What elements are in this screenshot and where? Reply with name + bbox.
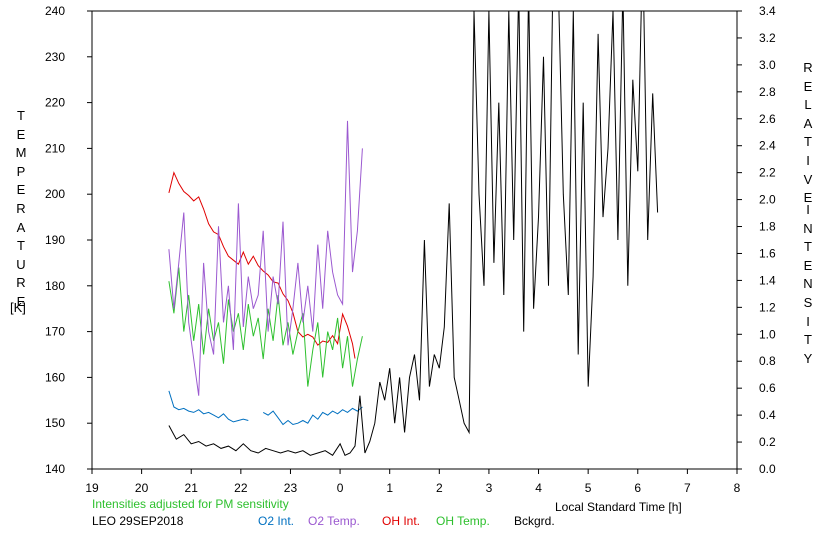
- axis-label-letter: E: [803, 190, 813, 206]
- axis-label-letter: R: [803, 60, 813, 75]
- x-tick-label: 4: [535, 481, 542, 495]
- x-tick-label: 8: [734, 481, 741, 495]
- x-tick-label: 20: [135, 481, 149, 495]
- right-tick-label: 2.8: [759, 85, 776, 99]
- right-tick-label: 3.4: [759, 4, 776, 18]
- right-tick-label: 2.4: [759, 139, 776, 153]
- x-tick-label: 23: [284, 481, 298, 495]
- axis-label-letter: L: [804, 97, 812, 113]
- left-tick-label: 210: [45, 141, 65, 155]
- left-tick-label: 160: [45, 370, 65, 384]
- left-tick-label: 140: [45, 462, 65, 476]
- left-axis: 140 150 160 170 180 190 200 210 220 230 240: [45, 4, 92, 476]
- axis-label-letter: T: [17, 108, 25, 123]
- legend-o2-temp: O2 Temp.: [308, 514, 360, 528]
- right-tick-label: 0.8: [759, 354, 776, 368]
- series-o2-temp: [168, 120, 363, 396]
- right-axis: 0.0 0.2 0.4 0.6 0.8 1.0 1.2 1.4 1.6 1.8 2.0 2.2 2.4 2…: [737, 4, 776, 476]
- right-tick-label: 1.0: [759, 327, 776, 341]
- axis-label-letter: I: [806, 202, 810, 217]
- right-tick-label: 1.6: [759, 246, 776, 260]
- x-tick-label: 19: [85, 481, 99, 495]
- axis-label-letter: I: [806, 152, 810, 168]
- axis-label-letter: Y: [803, 350, 813, 366]
- left-tick-label: 220: [45, 96, 65, 110]
- axis-label-letter: U: [16, 256, 26, 272]
- series-oh-int: [168, 171, 356, 359]
- axis-label-letter: R: [16, 200, 26, 216]
- right-tick-label: 1.8: [759, 220, 776, 234]
- right-tick-label: 3.2: [759, 31, 776, 45]
- axis-label-letter: E: [803, 78, 813, 94]
- series-o2-int: [168, 390, 363, 426]
- axis-label-letter: E: [16, 126, 26, 142]
- x-tick-label: 21: [185, 481, 199, 495]
- legend-oh-int: OH Int.: [382, 514, 421, 528]
- axis-label-letter: M: [15, 145, 27, 161]
- left-tick-label: 180: [45, 279, 65, 293]
- left-tick-label: 190: [45, 233, 65, 247]
- legend-oh-temp: OH Temp.: [436, 514, 490, 528]
- axis-label-letter: N: [803, 276, 813, 292]
- bottom-axis: 19 20 21 22 23 0 1 2 3 4 5 6 7 8: [85, 469, 741, 495]
- legend-o2-int: O2 Int.: [258, 514, 295, 528]
- axis-label-letter: T: [804, 332, 812, 348]
- left-axis-unit: [K]: [10, 300, 26, 315]
- axis-label-letter: A: [803, 115, 813, 131]
- left-tick-label: 200: [45, 187, 65, 201]
- left-tick-label: 150: [45, 416, 65, 430]
- x-tick-label: 5: [585, 481, 592, 495]
- right-tick-label: 3.0: [759, 58, 776, 72]
- series-layer: [168, 11, 659, 456]
- left-tick-label: 240: [45, 4, 65, 18]
- x-tick-label: 0: [337, 481, 344, 495]
- right-tick-label: 2.2: [759, 166, 776, 180]
- x-tick-label: 22: [234, 481, 248, 495]
- axis-label-letter: P: [16, 163, 26, 179]
- left-tick-label: 230: [45, 50, 65, 64]
- axis-label-letter: V: [803, 171, 813, 187]
- x-tick-label: 7: [684, 481, 691, 495]
- axis-label-letter: T: [804, 239, 812, 255]
- series-bckgrd: [168, 11, 659, 456]
- station-date: LEO 29SEP2018: [92, 514, 184, 528]
- x-axis-label: Local Standard Time [h]: [555, 500, 682, 514]
- x-tick-label: 6: [634, 481, 641, 495]
- axis-label-letter: T: [17, 238, 25, 254]
- axis-label-letter: T: [804, 134, 812, 150]
- axis-label-letter: R: [16, 275, 26, 291]
- right-tick-label: 0.4: [759, 408, 776, 422]
- right-tick-label: 2.6: [759, 112, 776, 126]
- left-tick-label: 170: [45, 325, 65, 339]
- x-tick-label: 2: [436, 481, 443, 495]
- right-tick-label: 0.6: [759, 381, 776, 395]
- right-tick-label: 1.2: [759, 300, 776, 314]
- legend-bckgrd: Bckgrd.: [514, 514, 555, 528]
- axis-label-letter: I: [806, 313, 810, 329]
- axis-label-letter: E: [803, 257, 813, 273]
- right-tick-label: 2.0: [759, 193, 776, 207]
- sensitivity-note: Intensities adjusted for PM sensitivity: [92, 497, 289, 511]
- right-tick-label: 0.2: [759, 435, 776, 449]
- x-tick-label: 3: [486, 481, 493, 495]
- axis-label-letter: S: [803, 294, 813, 310]
- axis-label-letter: E: [16, 182, 26, 198]
- right-tick-label: 0.0: [759, 462, 776, 476]
- x-tick-label: 1: [386, 481, 393, 495]
- axis-label-letter: A: [16, 219, 26, 235]
- axis-label-letter: E: [16, 293, 26, 309]
- right-tick-label: 1.4: [759, 273, 776, 287]
- axis-label-letter: N: [803, 220, 813, 236]
